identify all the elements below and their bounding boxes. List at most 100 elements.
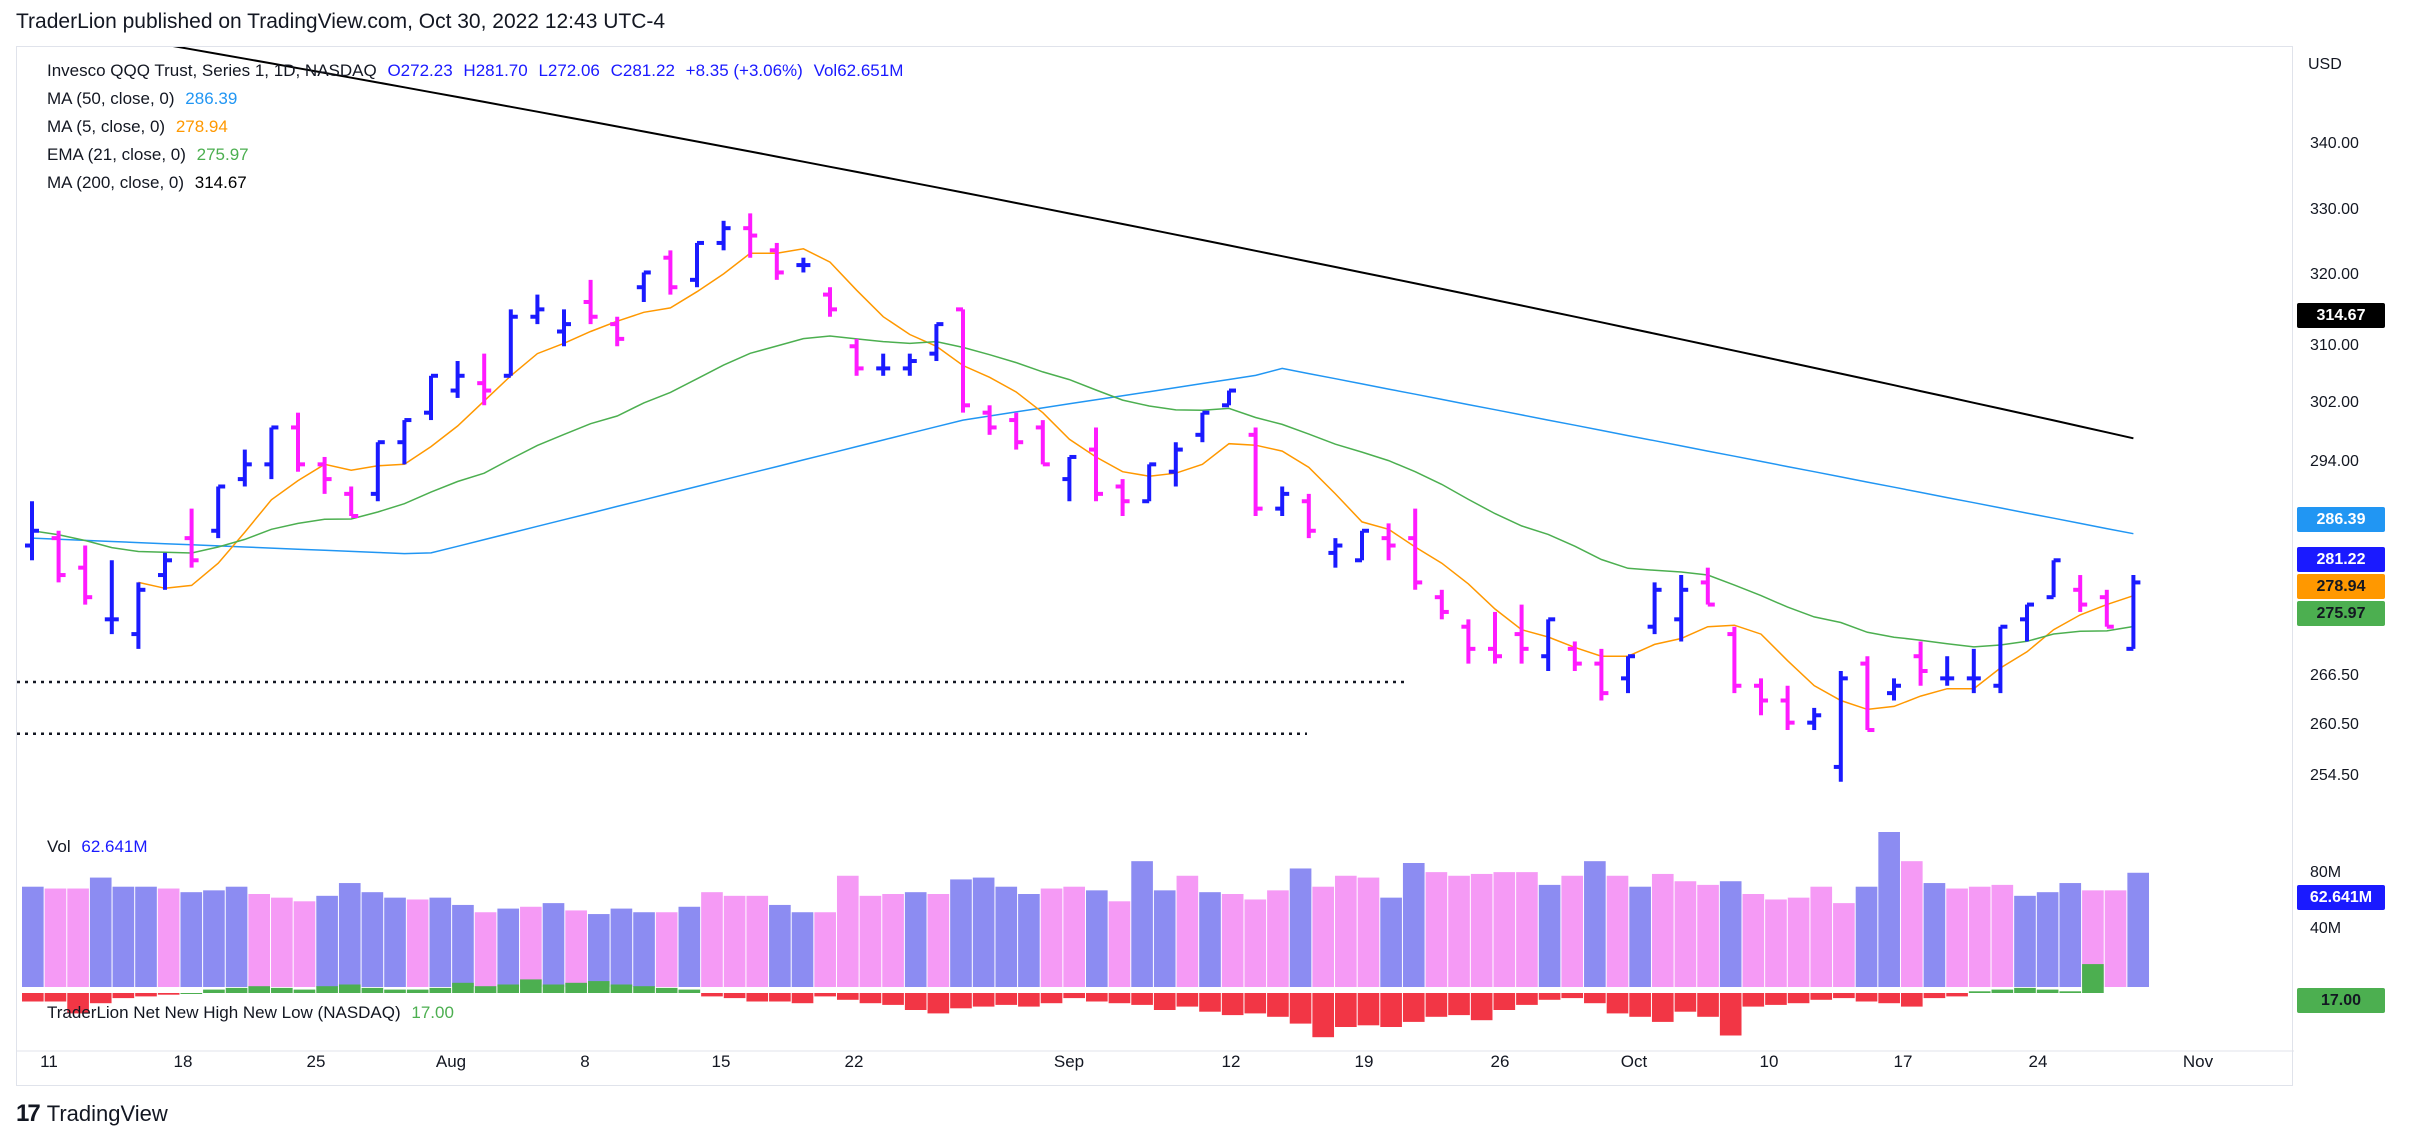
volume-bar	[1425, 872, 1448, 987]
volume-bar	[1516, 872, 1538, 987]
volume-bar	[316, 895, 338, 987]
volume-bar	[950, 879, 972, 987]
nhnl-bar	[1108, 993, 1131, 1004]
volume-bar	[1719, 881, 1742, 987]
nhnl-bar	[44, 993, 67, 1002]
volume-tick-label: 40M	[2310, 920, 2342, 937]
volume-bar	[293, 901, 316, 987]
nhnl-bar	[1221, 993, 1244, 1016]
x-tick-label: 10	[1759, 1052, 1779, 1071]
nhnl-bar	[1651, 993, 1674, 1022]
chart-canvas[interactable]	[17, 47, 2294, 1087]
nhnl-bar	[2059, 991, 2082, 993]
volume-bar	[135, 886, 157, 987]
nhnl-bar	[361, 987, 384, 993]
volume-bar	[1878, 832, 1900, 987]
volume-bar	[1131, 861, 1153, 987]
nhnl-bar	[1176, 993, 1199, 1007]
last-price-tag: 281.22	[2297, 547, 2385, 572]
ma200-price-tag: 314.67	[2297, 303, 2385, 328]
volume-value-tag: 62.641M	[2297, 885, 2385, 910]
nhnl-bar	[927, 993, 950, 1014]
ma200-legend[interactable]: MA (200, close, 0) 314.67	[47, 173, 253, 193]
chart-frame[interactable]: Invesco QQQ Trust, Series 1, 1D, NASDAQ …	[16, 46, 2294, 1087]
nhnl-bar	[723, 993, 746, 999]
volume-bar	[565, 910, 587, 987]
ma200-line	[172, 47, 2134, 440]
nhnl-bar	[406, 989, 429, 993]
x-tick-label: 12	[1221, 1052, 1241, 1071]
nhnl-bar	[1765, 993, 1787, 1005]
ma200-label: MA (200, close, 0)	[47, 173, 185, 192]
ma50-label: MA (50, close, 0)	[47, 89, 175, 108]
y-tick-label: 330.00	[2310, 201, 2359, 218]
x-tick-label: 26	[1490, 1052, 1510, 1071]
nhnl-bar	[1833, 993, 1855, 999]
nhnl-bar	[1606, 993, 1629, 1014]
nhnl-bar	[271, 987, 293, 993]
x-tick-label: 17	[1893, 1052, 1913, 1071]
nhnl-bar	[791, 993, 814, 1004]
volume-bar	[904, 892, 927, 987]
nhnl-bar	[112, 993, 135, 999]
ma5-line	[138, 248, 2134, 711]
volume-bar	[723, 895, 746, 987]
volume-bar	[1946, 888, 1968, 987]
nhnl-bar	[1425, 993, 1448, 1017]
x-tick-label: 24	[2028, 1052, 2048, 1071]
nhnl-bar	[338, 984, 361, 993]
volume-bar	[1380, 897, 1402, 987]
low-value: L272.06	[538, 61, 600, 80]
nhnl-bar	[1357, 993, 1380, 1026]
ma50-legend[interactable]: MA (50, close, 0) 286.39	[47, 89, 243, 109]
symbol-legend: Invesco QQQ Trust, Series 1, 1D, NASDAQ …	[47, 61, 909, 81]
volume-bar	[655, 912, 678, 987]
volume-bar	[361, 892, 384, 987]
x-tick-label: Sep	[1053, 1052, 1085, 1071]
volume-bar	[180, 892, 203, 987]
volume-bar	[1606, 875, 1629, 987]
x-tick-label: 8	[580, 1052, 590, 1071]
nhnl-bar	[1674, 993, 1697, 1012]
ma50-value: 286.39	[185, 89, 238, 108]
y-tick-label: 294.00	[2310, 453, 2359, 470]
ma5-legend[interactable]: MA (5, close, 0) 278.94	[47, 117, 234, 137]
volume-bar	[384, 897, 406, 987]
nhnl-bar	[1923, 993, 1946, 999]
volume-bar	[2104, 890, 2127, 987]
nhnl-legend[interactable]: TraderLion Net New High New Low (NASDAQ)…	[47, 1003, 460, 1023]
x-tick-label: Nov	[2182, 1052, 2214, 1071]
nhnl-bar	[1991, 989, 2014, 993]
x-tick-label: Oct	[1620, 1052, 1648, 1071]
volume-bar	[1810, 886, 1833, 987]
nhnl-bar	[1968, 991, 1991, 993]
volume-bar	[927, 894, 950, 987]
nhnl-bar	[1448, 993, 1470, 1016]
nhnl-bar	[2036, 989, 2059, 993]
volume-bar	[1176, 875, 1199, 987]
ema21-legend[interactable]: EMA (21, close, 0) 275.97	[47, 145, 255, 165]
ma5-price-tag: 278.94	[2297, 574, 2385, 599]
volume-bar	[814, 912, 836, 987]
volume-bar	[338, 883, 361, 987]
volume-bar	[1086, 890, 1108, 987]
nhnl-bar	[520, 979, 542, 993]
volume-label: Vol	[47, 837, 71, 856]
volume-bar	[791, 912, 814, 987]
volume-bar	[2059, 883, 2082, 987]
nhnl-bar	[904, 993, 927, 1010]
ma50-line	[31, 367, 2134, 555]
nhnl-bar	[587, 981, 610, 993]
tradingview-logo[interactable]: 17 TradingView	[16, 1100, 168, 1128]
nhnl-bar	[157, 993, 180, 995]
nhnl-bar	[1584, 993, 1606, 1004]
nhnl-bar	[384, 989, 406, 993]
nhnl-bar	[769, 993, 791, 1002]
volume-bar	[1221, 894, 1244, 987]
volume-legend[interactable]: Vol 62.641M	[47, 837, 154, 857]
volume-bar	[203, 890, 225, 987]
volume-bar	[1040, 888, 1063, 987]
nhnl-bar	[89, 993, 112, 1004]
volume-bar	[1651, 873, 1674, 987]
nhnl-bar	[1561, 993, 1584, 999]
